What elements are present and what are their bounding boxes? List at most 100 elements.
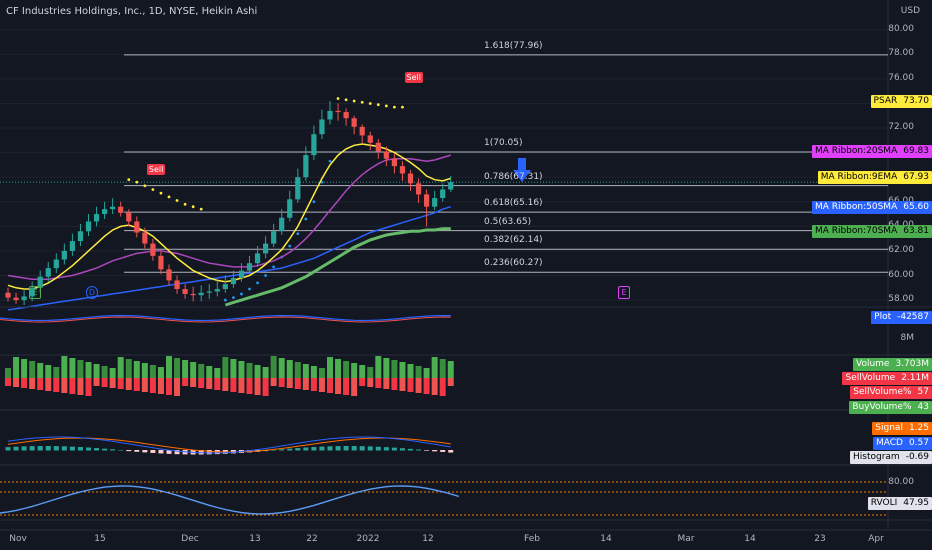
- volume-bar: [117, 357, 124, 378]
- label-name: SellVolume%: [853, 387, 912, 397]
- macd-histogram-bar: [399, 448, 405, 451]
- sell-marker: Sell: [146, 164, 166, 175]
- sell-volume-bar: [166, 378, 172, 395]
- macd-histogram-bar: [134, 450, 140, 452]
- sell-volume-bar: [310, 378, 317, 391]
- candle-body: [391, 158, 397, 167]
- price-label-ma-ribbon-50sma: MA Ribbon:50SMA 65.60: [811, 201, 932, 214]
- candle-body: [37, 276, 43, 288]
- sell-volume-bar: [447, 378, 454, 386]
- volume-bar: [5, 368, 11, 378]
- volume-bar: [343, 361, 350, 378]
- sell-volume-bar: [294, 378, 301, 389]
- candle-body: [263, 243, 269, 254]
- candle-body: [190, 293, 196, 296]
- label-value: -0.69: [905, 452, 929, 462]
- price-axis-tick: 78.00: [888, 48, 914, 59]
- sell-volume-bar: [230, 378, 237, 392]
- candle-body: [351, 118, 357, 127]
- macd-histogram-bar: [126, 450, 132, 452]
- macd-histogram-bar: [311, 446, 317, 451]
- price-label-ma-ribbon-70sma: MA Ribbon:70SMA 63.81: [811, 225, 932, 238]
- psar-dot: [191, 205, 195, 209]
- label-name: Plot: [874, 312, 892, 322]
- macd-histogram-bar: [206, 450, 212, 455]
- psar-dot: [223, 298, 227, 302]
- plot-line-2: [0, 316, 451, 323]
- event-e-marker: E: [29, 286, 41, 299]
- volume-bar: [230, 359, 237, 378]
- rvol-axis-label: 80.00: [888, 477, 914, 487]
- label-value: 1.25: [908, 423, 929, 433]
- ma20-line: [7, 154, 452, 280]
- macd-histogram-bar: [448, 450, 454, 453]
- macd-histogram-bar: [21, 446, 27, 451]
- psar-dot: [240, 292, 243, 296]
- macd-histogram-bar: [5, 447, 11, 451]
- price-label-plot: Plot -42587: [871, 311, 932, 324]
- psar-dot: [384, 104, 388, 108]
- sell-volume-bar: [407, 378, 414, 392]
- sell-volume-bar: [117, 378, 124, 389]
- candle-body: [238, 270, 245, 278]
- label-name: Signal: [875, 423, 903, 433]
- volume-bar: [133, 361, 140, 378]
- sell-volume-bar: [174, 378, 181, 396]
- candle-body: [359, 126, 365, 136]
- psar-dot: [183, 202, 187, 206]
- price-label-ma-ribbon-9ema: MA Ribbon:9EMA 67.93: [817, 171, 932, 184]
- macd-line: [7, 436, 451, 454]
- candle-body: [29, 287, 35, 297]
- time-axis-tick: 15: [94, 534, 106, 544]
- sell-volume-bar: [254, 378, 261, 395]
- sell-volume-bar: [85, 378, 92, 396]
- candle-body: [77, 231, 84, 242]
- volume-bar: [246, 363, 253, 378]
- candle-body: [118, 206, 124, 213]
- volume-bar: [85, 362, 92, 378]
- label-value: 73.70: [903, 96, 929, 106]
- time-axis-tick: Apr: [868, 534, 884, 544]
- candle-body: [21, 296, 27, 301]
- macd-histogram-bar: [295, 448, 301, 451]
- candle-body: [13, 297, 19, 301]
- price-label-psar: PSAR 73.70: [870, 95, 932, 108]
- volume-bar: [157, 367, 164, 378]
- volume-bar: [182, 360, 189, 378]
- candle-body: [383, 151, 389, 159]
- macd-histogram-bar: [351, 446, 357, 451]
- psar-dot: [288, 244, 292, 248]
- sell-volume-bar: [101, 378, 108, 387]
- volume-bar: [423, 368, 430, 378]
- psar-dot: [328, 159, 332, 163]
- sell-volume-bar: [29, 378, 36, 389]
- label-name: Volume: [855, 359, 890, 369]
- fib-label: 0.618(65.16): [484, 198, 543, 209]
- time-axis-tick: 14: [600, 534, 612, 544]
- candle-body: [254, 253, 261, 264]
- candle-body: [134, 221, 140, 233]
- macd-histogram-bar: [359, 446, 365, 451]
- price-label-rvoli: RVOLI 47.95: [867, 497, 932, 510]
- candle-body: [45, 268, 51, 277]
- sell-volume-bar: [53, 378, 60, 392]
- candle-body: [126, 212, 132, 222]
- candle-body: [367, 135, 373, 143]
- psar-dot: [175, 199, 179, 202]
- sell-volume-bar: [37, 378, 44, 390]
- price-axis-tick: 62.00: [888, 244, 914, 255]
- volume-bar: [302, 364, 309, 378]
- chart-title: CF Industries Holdings, Inc., 1D, NYSE, …: [6, 6, 258, 17]
- macd-histogram-bar: [53, 446, 59, 451]
- psar-dot: [368, 102, 372, 105]
- volume-bar: [310, 366, 317, 378]
- macd-histogram-bar: [424, 450, 430, 451]
- psar-dot: [312, 200, 316, 204]
- macd-histogram-bar: [367, 446, 373, 451]
- macd-histogram-bar: [94, 448, 100, 451]
- psar-dot: [248, 287, 251, 291]
- fib-label: 1(70.05): [484, 138, 523, 148]
- volume-bar: [198, 364, 205, 378]
- volume-bar: [77, 360, 84, 378]
